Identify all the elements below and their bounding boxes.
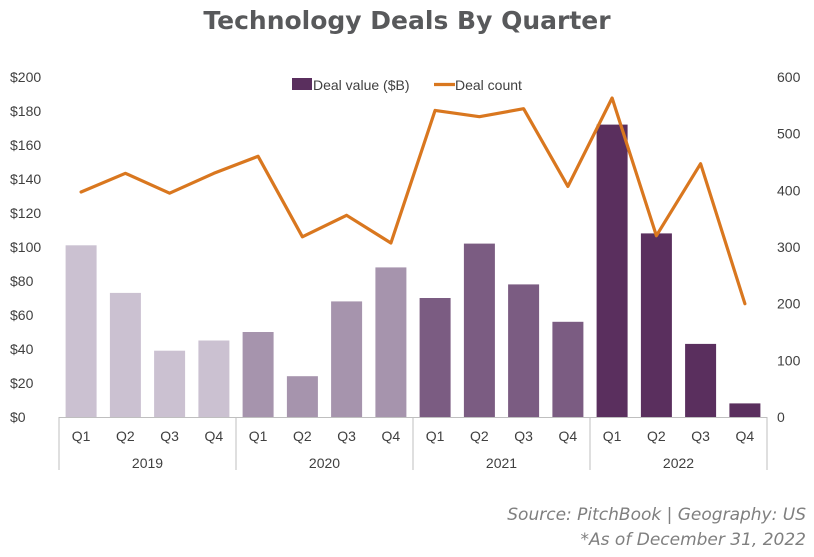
deal-count-line — [79, 96, 747, 306]
y-left-tick-label: $180 — [10, 103, 41, 119]
bar-2022-q4 — [729, 403, 761, 417]
year-label: 2022 — [663, 455, 694, 471]
y-left-tick-label: $80 — [10, 273, 34, 289]
x-tick-label: Q4 — [559, 428, 578, 444]
bar-2021-q1 — [419, 298, 451, 417]
year-label: 2019 — [132, 455, 163, 471]
y-left-tick-label: $200 — [10, 69, 41, 85]
y-left-tick-label: $120 — [10, 205, 41, 221]
x-tick-label: Q1 — [249, 428, 268, 444]
y-left-tick-label: $60 — [10, 307, 34, 323]
legend-label-deal-value: Deal value ($B) — [313, 77, 410, 93]
year-label: 2021 — [486, 455, 517, 471]
bar-2019-q4 — [198, 340, 230, 417]
x-tick-label: Q1 — [426, 428, 445, 444]
axes-layer: $0 $20 $40 $60 $80 $100 $120 $140 $160 $180 $200 0 1… — [10, 69, 801, 471]
chart-title: Technology Deals By Quarter — [203, 6, 611, 35]
line-layer — [79, 96, 747, 306]
bar-2019-q3 — [154, 350, 186, 417]
bar-2019-q2 — [109, 292, 141, 417]
x-tick-label: Q2 — [647, 428, 666, 444]
y-right-tick-label: 500 — [777, 126, 801, 142]
x-tick-label: Q4 — [736, 428, 755, 444]
bar-2021-q3 — [508, 284, 540, 417]
x-tick-label: Q1 — [72, 428, 91, 444]
source-line: Source: PitchBook | Geography: US — [507, 505, 806, 525]
x-tick-label: Q3 — [514, 428, 533, 444]
y-left-tick-label: $20 — [10, 375, 34, 391]
bar-2022-q2 — [640, 233, 672, 417]
year-label: 2020 — [309, 455, 340, 471]
y-right-tick-label: 300 — [777, 239, 801, 255]
bar-2022-q3 — [685, 343, 717, 417]
y-left-tick-label: $100 — [10, 239, 41, 255]
x-tick-label: Q3 — [691, 428, 710, 444]
source-note: Source: PitchBook | Geography: US *As of… — [507, 503, 806, 553]
y-left-tick-label: $0 — [10, 409, 26, 425]
x-tick-label: Q3 — [337, 428, 356, 444]
bar-2021-q2 — [463, 243, 495, 417]
bar-2020-q2 — [286, 376, 318, 417]
y-right-tick-label: 200 — [777, 296, 801, 312]
x-tick-label: Q3 — [160, 428, 179, 444]
bar-2020-q3 — [331, 301, 363, 417]
x-tick-label: Q2 — [116, 428, 135, 444]
y-right-tick-label: 100 — [777, 352, 801, 368]
bar-2020-q4 — [375, 267, 407, 417]
bar-2020-q1 — [242, 332, 274, 417]
y-right-tick-label: 0 — [777, 409, 785, 425]
y-left-tick-label: $160 — [10, 137, 41, 153]
x-tick-label: Q2 — [470, 428, 489, 444]
legend: Deal value ($B) Deal count — [292, 77, 522, 93]
bar-2022-q1 — [596, 124, 628, 417]
y-left-tick-label: $40 — [10, 341, 34, 357]
x-tick-label: Q4 — [205, 428, 224, 444]
chart: $0 $20 $40 $60 $80 $100 $120 $140 $160 $180 $200 0 1… — [10, 69, 801, 471]
y-right-tick-label: 600 — [777, 69, 801, 85]
bar-2021-q4 — [552, 321, 584, 417]
bars-layer — [65, 124, 761, 417]
as-of-line: *As of December 31, 2022 — [580, 530, 806, 550]
x-tick-label: Q4 — [382, 428, 401, 444]
y-left-tick-label: $140 — [10, 171, 41, 187]
legend-swatch-deal-value — [292, 78, 312, 90]
x-tick-label: Q2 — [293, 428, 312, 444]
bar-2019-q1 — [65, 245, 97, 417]
legend-label-deal-count: Deal count — [455, 77, 522, 93]
y-right-tick-label: 400 — [777, 182, 801, 198]
x-tick-label: Q1 — [603, 428, 622, 444]
